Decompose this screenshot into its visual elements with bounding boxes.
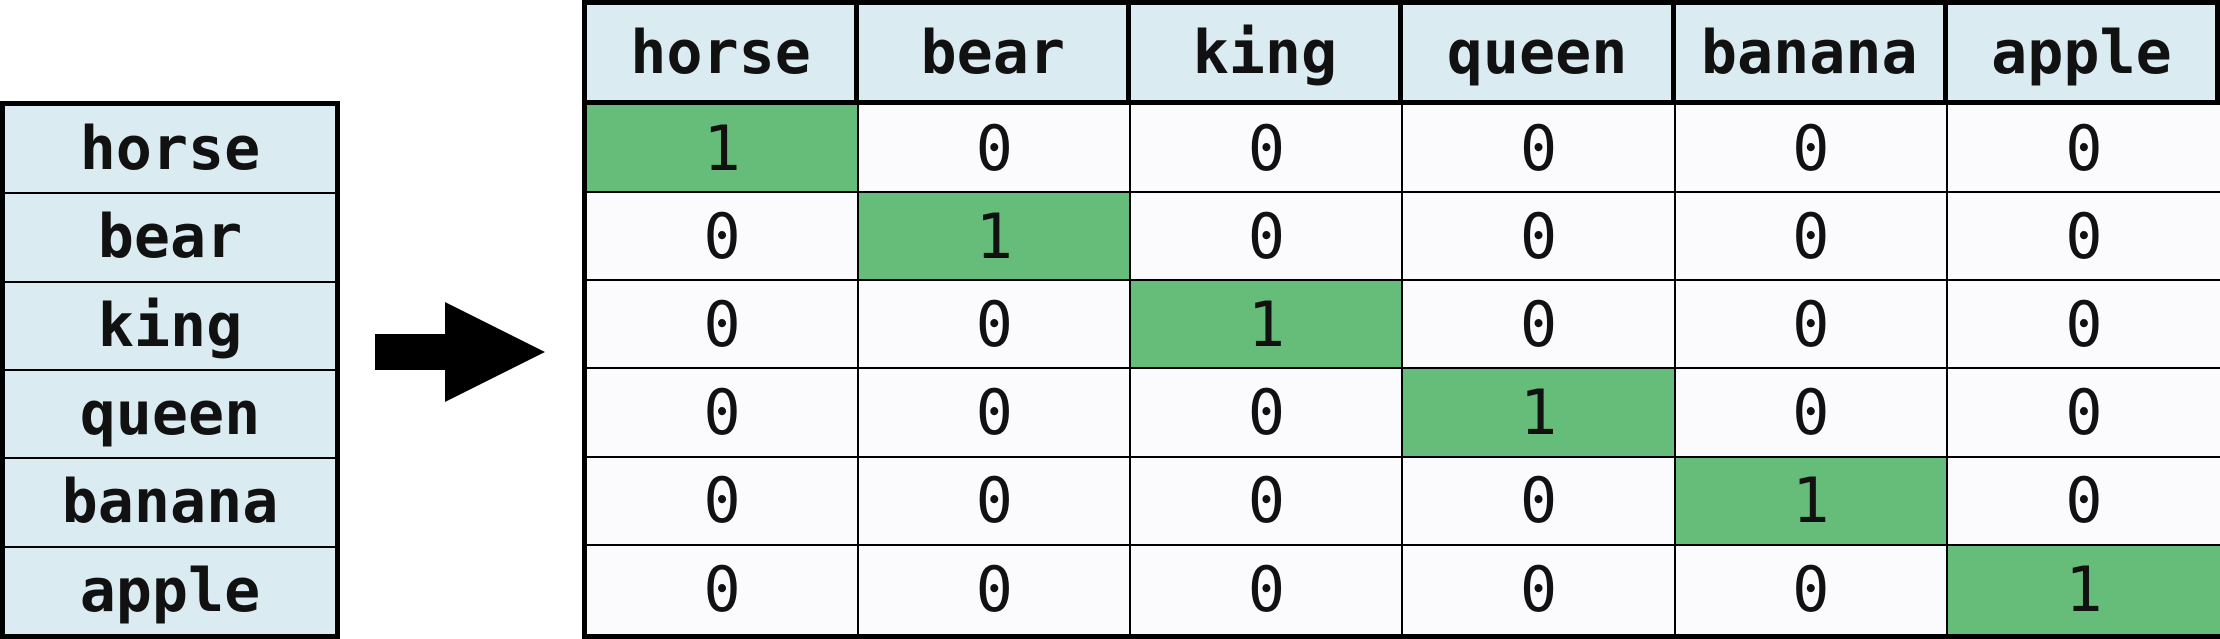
matrix-cell: 0: [587, 281, 860, 370]
matrix-cell: 0: [1675, 105, 1948, 194]
vocab-item: horse: [5, 106, 335, 195]
vocab-item: banana: [5, 459, 335, 548]
matrix-cell: 0: [1403, 545, 1676, 634]
matrix-header-cell: king: [1131, 5, 1404, 105]
matrix-cell: 0: [859, 281, 1132, 370]
matrix-cell-hot: 1: [1947, 545, 2220, 634]
matrix-header-cell: queen: [1403, 5, 1676, 105]
matrix-cell: 0: [1131, 457, 1404, 546]
matrix-cell: 0: [1403, 281, 1676, 370]
matrix-cell: 0: [1403, 193, 1676, 282]
matrix-cell: 0: [1675, 193, 1948, 282]
matrix-cell: 0: [1947, 457, 2220, 546]
matrix-cell: 0: [859, 369, 1132, 458]
matrix-cell: 0: [1947, 369, 2220, 458]
matrix-cell: 0: [1131, 193, 1404, 282]
matrix-cell-hot: 1: [1675, 457, 1948, 546]
one-hot-matrix: horse bear king queen banana apple 1 0 0 0 0 0 0 1 0 0 0…: [582, 0, 2220, 639]
right-arrow-icon: [375, 302, 545, 402]
matrix-cell: 0: [587, 545, 860, 634]
matrix-cell-hot: 1: [1403, 369, 1676, 458]
matrix-cell: 0: [1131, 545, 1404, 634]
matrix-cell: 0: [587, 193, 860, 282]
vocabulary-list: horse bear king queen banana apple: [0, 101, 340, 639]
matrix-cell: 0: [859, 105, 1132, 194]
matrix-header-cell: bear: [859, 5, 1132, 105]
matrix-cell-hot: 1: [1131, 281, 1404, 370]
matrix-cell: 0: [1675, 281, 1948, 370]
matrix-cell: 0: [1947, 193, 2220, 282]
matrix-cell-hot: 1: [587, 105, 860, 194]
matrix-cell: 0: [1675, 369, 1948, 458]
vocab-item: king: [5, 282, 335, 371]
vocab-item: queen: [5, 370, 335, 460]
matrix-cell: 0: [859, 545, 1132, 634]
matrix-cell: 0: [1675, 545, 1948, 634]
matrix-cell-hot: 1: [859, 193, 1132, 282]
matrix-cell: 0: [1947, 105, 2220, 194]
matrix-cell: 0: [1131, 105, 1404, 194]
matrix-cell: 0: [587, 457, 860, 546]
matrix-cell: 0: [1131, 369, 1404, 458]
matrix-cell: 0: [587, 369, 860, 458]
matrix-header-cell: banana: [1675, 5, 1948, 105]
matrix-cell: 0: [1403, 457, 1676, 546]
matrix-cell: 0: [859, 457, 1132, 546]
matrix-cell: 0: [1403, 105, 1676, 194]
vocab-item: apple: [5, 547, 335, 634]
matrix-header-cell: horse: [587, 5, 860, 105]
vocab-item: bear: [5, 194, 335, 283]
matrix-cell: 0: [1947, 281, 2220, 370]
matrix-header-cell: apple: [1947, 5, 2220, 105]
